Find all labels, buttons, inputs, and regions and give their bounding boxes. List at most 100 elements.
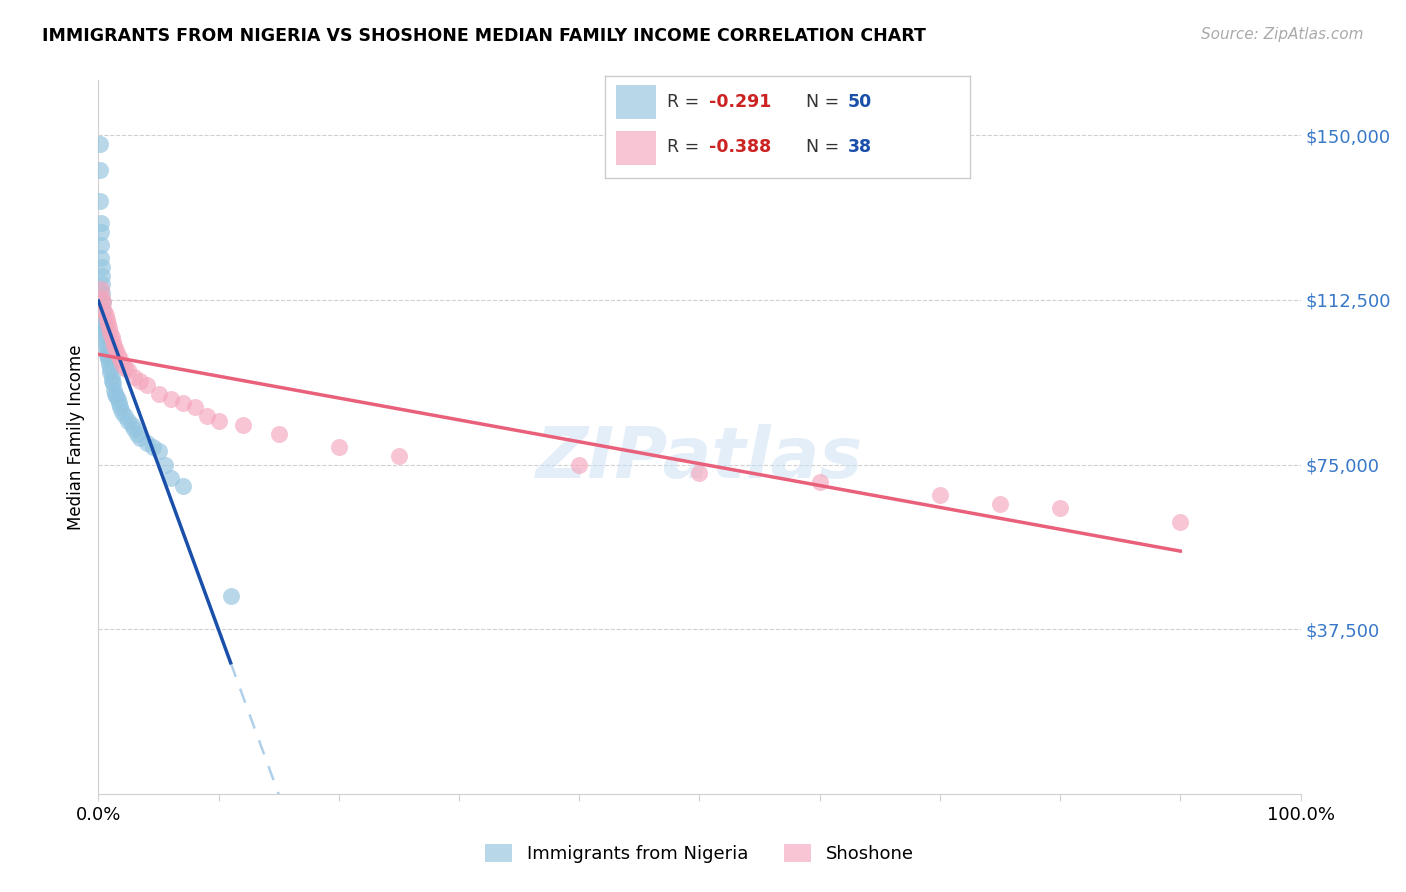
Point bbox=[219, 589, 242, 603]
Point bbox=[91, 260, 114, 274]
Point bbox=[100, 374, 122, 388]
Point bbox=[124, 422, 146, 436]
Point bbox=[111, 357, 134, 371]
Point bbox=[195, 409, 218, 424]
Point bbox=[148, 387, 170, 401]
Text: Source: ZipAtlas.com: Source: ZipAtlas.com bbox=[1201, 27, 1364, 42]
Point bbox=[94, 308, 117, 322]
Point bbox=[89, 163, 111, 178]
Point bbox=[267, 426, 290, 441]
Point bbox=[89, 136, 111, 151]
Point bbox=[108, 396, 131, 410]
Point bbox=[125, 426, 148, 441]
Legend: Immigrants from Nigeria, Shoshone: Immigrants from Nigeria, Shoshone bbox=[478, 837, 921, 871]
Point bbox=[100, 369, 122, 384]
Point bbox=[135, 378, 157, 392]
Point bbox=[124, 369, 146, 384]
Point bbox=[928, 488, 950, 502]
Text: -0.291: -0.291 bbox=[709, 93, 770, 111]
Point bbox=[96, 348, 118, 362]
Point bbox=[91, 295, 114, 310]
Point bbox=[90, 225, 112, 239]
Point bbox=[328, 440, 350, 454]
Text: R =: R = bbox=[666, 138, 704, 156]
Point bbox=[105, 343, 128, 358]
Bar bbox=[616, 131, 655, 165]
Text: ZIPatlas: ZIPatlas bbox=[536, 424, 863, 493]
Point bbox=[97, 350, 120, 364]
Point bbox=[98, 357, 121, 371]
Point bbox=[90, 238, 112, 252]
Point bbox=[114, 360, 136, 375]
Point bbox=[94, 339, 117, 353]
Point bbox=[388, 449, 411, 463]
Point bbox=[107, 392, 129, 406]
Point bbox=[159, 471, 181, 485]
Point bbox=[97, 317, 120, 331]
Point bbox=[91, 268, 114, 283]
Point bbox=[129, 374, 152, 388]
Point bbox=[117, 363, 139, 377]
Point bbox=[91, 277, 114, 292]
Point bbox=[117, 414, 139, 428]
Point bbox=[101, 334, 124, 349]
Point bbox=[208, 414, 231, 428]
Point bbox=[96, 312, 118, 326]
Point bbox=[114, 409, 136, 424]
Point bbox=[101, 376, 124, 391]
Point bbox=[808, 475, 831, 489]
Point bbox=[100, 360, 122, 375]
Bar bbox=[616, 85, 655, 119]
Point bbox=[141, 440, 163, 454]
Point bbox=[90, 216, 112, 230]
Point bbox=[105, 389, 128, 403]
Text: N =: N = bbox=[806, 138, 845, 156]
Point bbox=[104, 387, 127, 401]
Point bbox=[91, 312, 114, 326]
Point bbox=[97, 352, 120, 367]
Point bbox=[183, 401, 205, 415]
Point bbox=[91, 286, 114, 301]
Point bbox=[93, 321, 115, 335]
Text: N =: N = bbox=[806, 93, 845, 111]
Point bbox=[108, 401, 131, 415]
Point bbox=[129, 431, 152, 445]
Point bbox=[135, 435, 157, 450]
Point bbox=[108, 352, 131, 367]
Point bbox=[91, 295, 114, 310]
Text: 38: 38 bbox=[848, 138, 872, 156]
Point bbox=[172, 479, 194, 493]
Point bbox=[98, 321, 121, 335]
Point bbox=[93, 303, 115, 318]
Y-axis label: Median Family Income: Median Family Income bbox=[66, 344, 84, 530]
Point bbox=[159, 392, 181, 406]
Point bbox=[172, 396, 194, 410]
Point bbox=[107, 348, 129, 362]
Point bbox=[100, 365, 122, 379]
Point bbox=[90, 251, 112, 265]
Point bbox=[94, 334, 117, 349]
Point bbox=[121, 417, 143, 432]
Point bbox=[100, 330, 122, 344]
Point bbox=[94, 330, 117, 344]
Point bbox=[988, 497, 1011, 511]
Point bbox=[90, 282, 112, 296]
Point bbox=[153, 458, 176, 472]
Point bbox=[91, 291, 114, 305]
Point bbox=[688, 467, 710, 481]
Point bbox=[148, 444, 170, 458]
Text: 50: 50 bbox=[848, 93, 872, 111]
Point bbox=[232, 417, 254, 432]
Point bbox=[93, 317, 115, 331]
Text: R =: R = bbox=[666, 93, 704, 111]
Point bbox=[100, 326, 122, 340]
Point bbox=[568, 458, 591, 472]
Point bbox=[91, 303, 114, 318]
Point bbox=[103, 339, 125, 353]
Text: -0.388: -0.388 bbox=[709, 138, 770, 156]
Point bbox=[89, 194, 111, 208]
Text: IMMIGRANTS FROM NIGERIA VS SHOSHONE MEDIAN FAMILY INCOME CORRELATION CHART: IMMIGRANTS FROM NIGERIA VS SHOSHONE MEDI… bbox=[42, 27, 927, 45]
Point bbox=[1049, 501, 1071, 516]
Point bbox=[1170, 515, 1192, 529]
Point bbox=[93, 326, 115, 340]
